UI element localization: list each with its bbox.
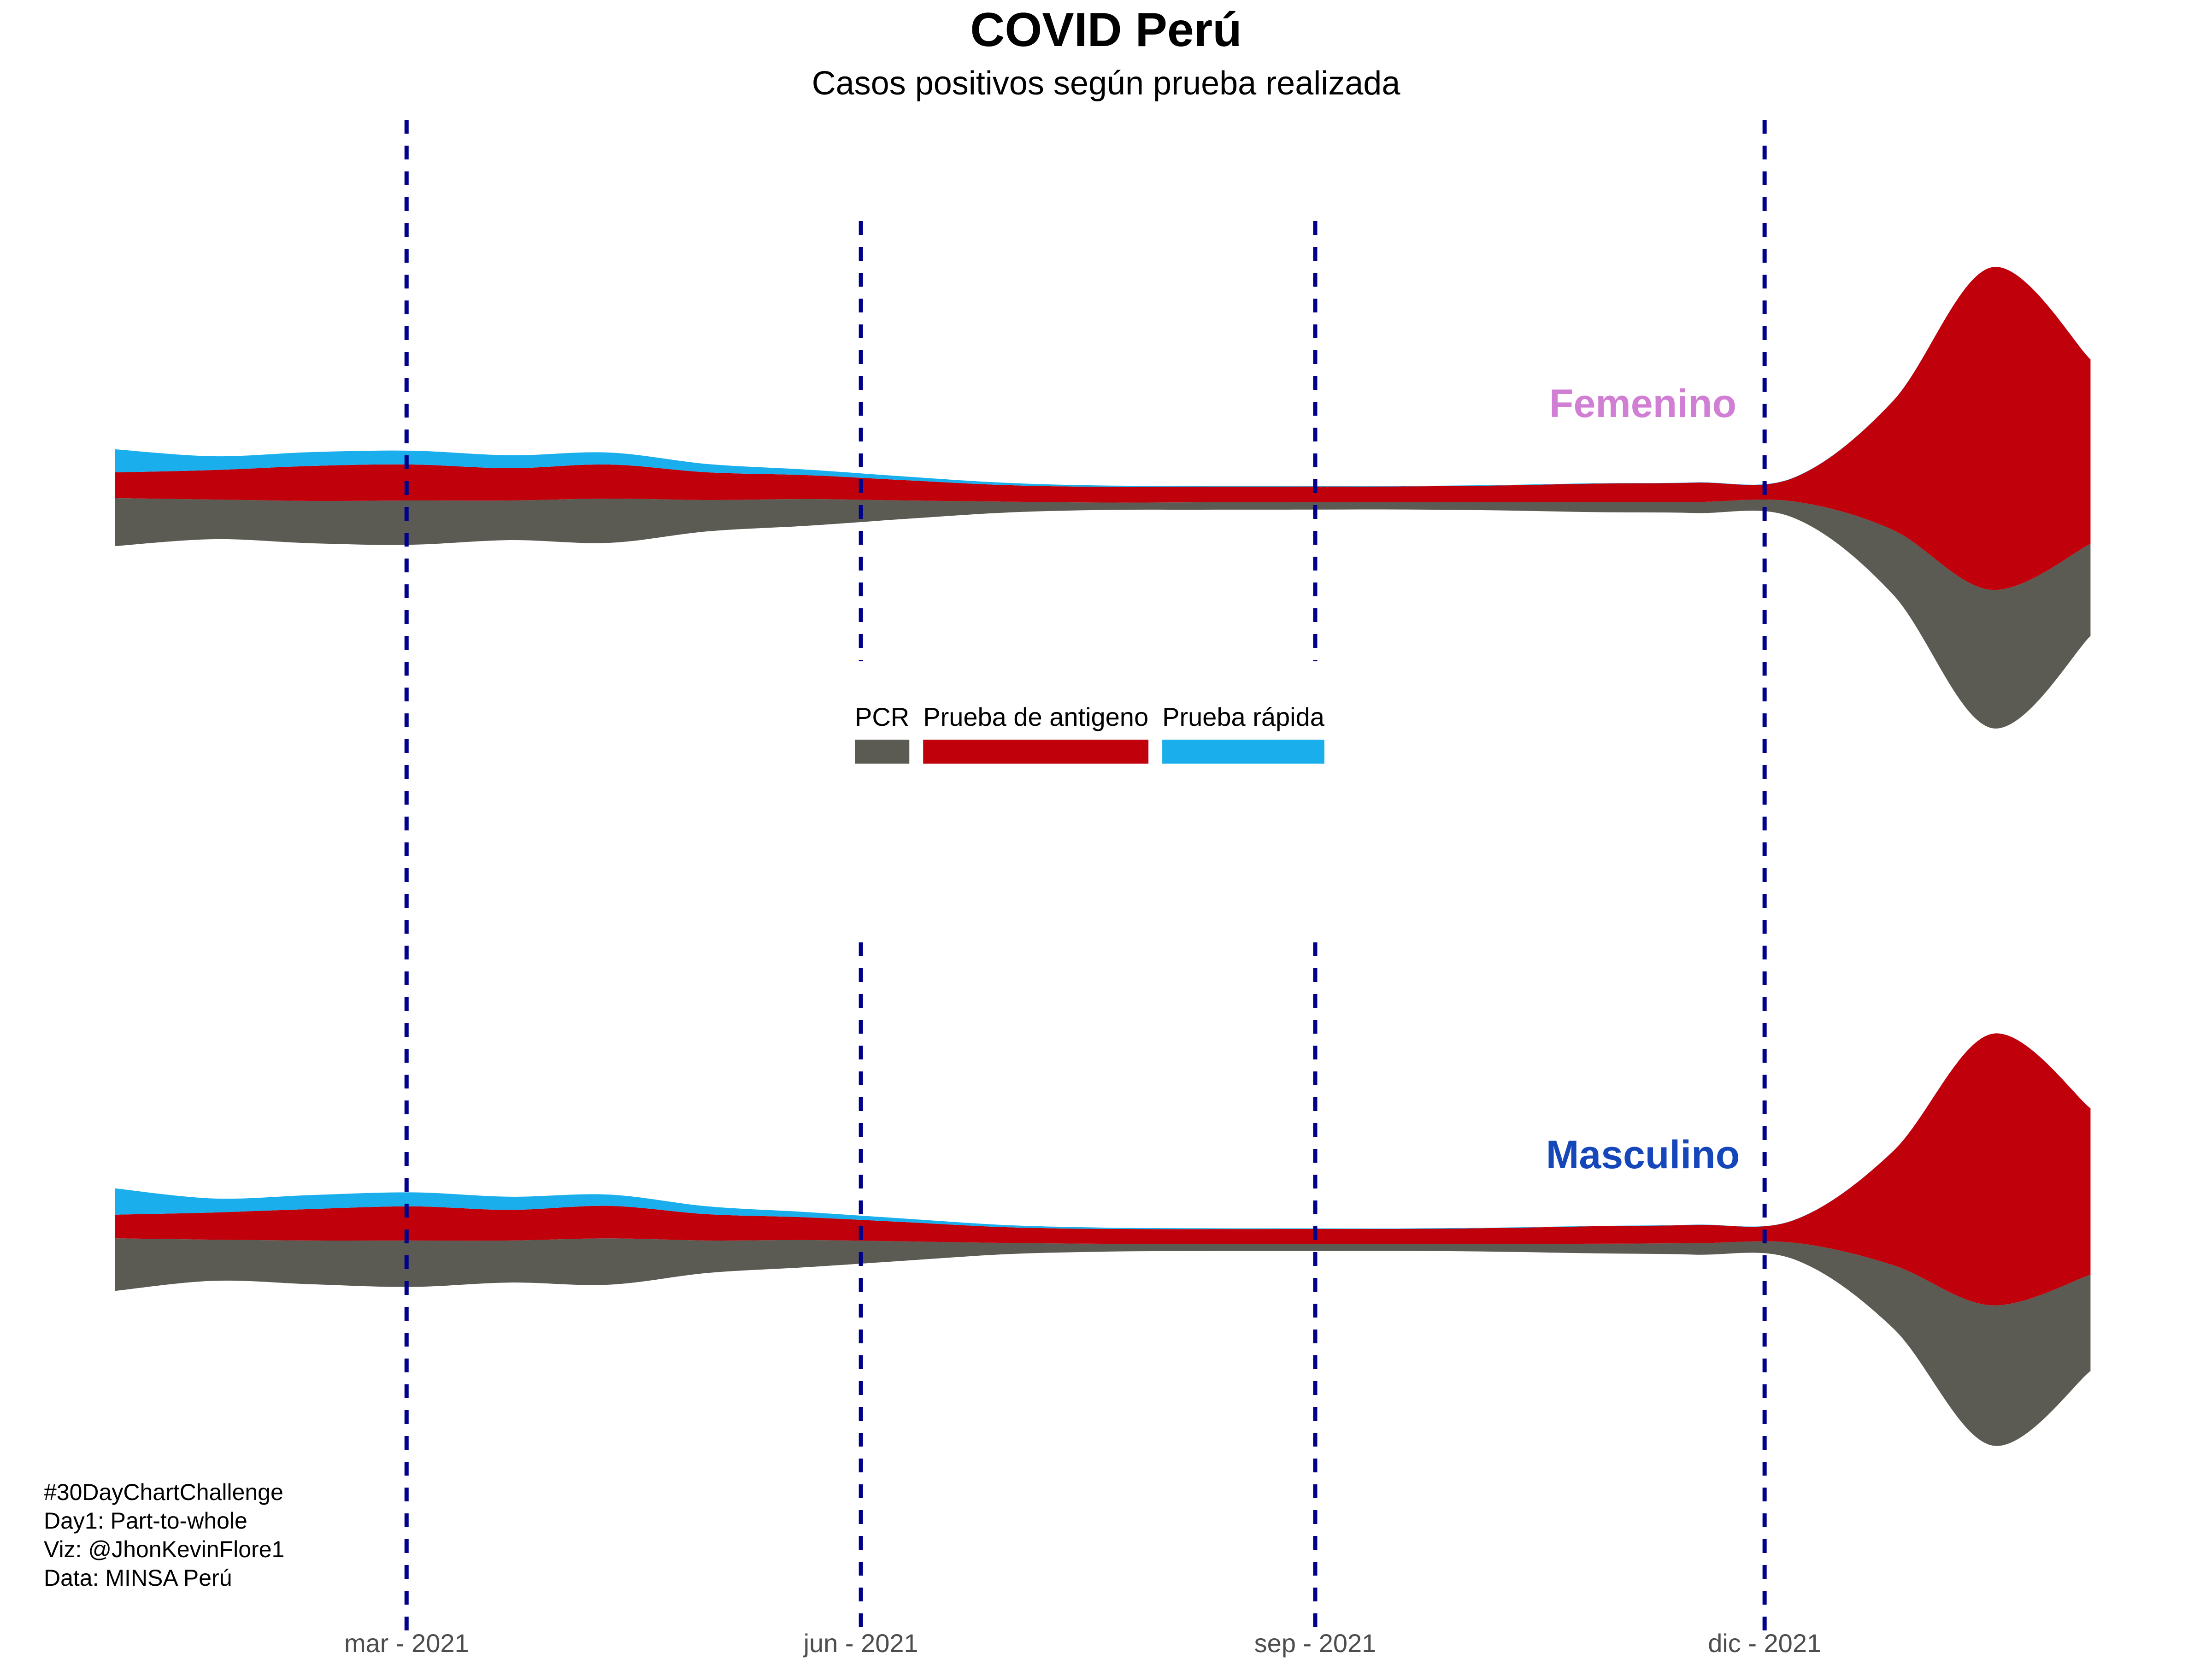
x-tick-label: jun - 2021 [803,1629,918,1658]
legend-item-prueba-r-pida: Prueba rápida [1162,702,1325,764]
chart-title: COVID Perú [970,3,1241,57]
caption-line: Viz: @JhonKevinFlore1 [44,1536,284,1562]
x-tick-label: mar - 2021 [344,1629,469,1658]
legend-swatch [923,740,1149,764]
panel-label-femenino: Femenino [1549,382,1736,426]
stream-masculino-prueba-r-pida [115,1033,2091,1230]
panel-label-masculino: Masculino [1546,1133,1740,1177]
legend: PCR Prueba de antigeno Prueba rápida [855,702,1325,764]
caption-line: Data: MINSA Perú [44,1565,232,1591]
caption-line: #30DayChartChallenge [44,1479,283,1505]
panel-femenino [115,267,2091,729]
x-tick-label: dic - 2021 [1708,1629,1821,1658]
legend-item-pcr: PCR [855,702,910,764]
legend-swatch [855,740,910,764]
legend-item-prueba-de-antigeno: Prueba de antigeno [923,702,1149,764]
legend-label: PCR [855,702,909,731]
text-layer: COVID Perú Casos positivos según prueba … [812,3,1740,1177]
stream-femenino-pcr [115,498,2091,729]
legend-swatch [1162,740,1324,764]
panels-layer [115,267,2091,1446]
stream-masculino-prueba-de-antigeno [115,1033,2091,1306]
legend-label: Prueba de antigeno [923,702,1148,731]
x-tick-label: sep - 2021 [1254,1629,1377,1658]
caption-line: Day1: Part-to-whole [44,1508,247,1534]
chart-subtitle: Casos positivos según prueba realizada [812,65,1401,102]
stream-femenino-prueba-r-pida [115,267,2091,487]
reference-lines [404,120,1767,1636]
stream-masculino-pcr [115,1238,2091,1446]
caption: #30DayChartChallenge Day1: Part-to-wholeV… [44,1479,284,1591]
legend-label: Prueba rápida [1162,702,1325,731]
panel-masculino [115,1033,2091,1446]
x-axis: mar - 2021 jun - 2021 sep - 2021 dic - 2021 [344,1629,1821,1658]
